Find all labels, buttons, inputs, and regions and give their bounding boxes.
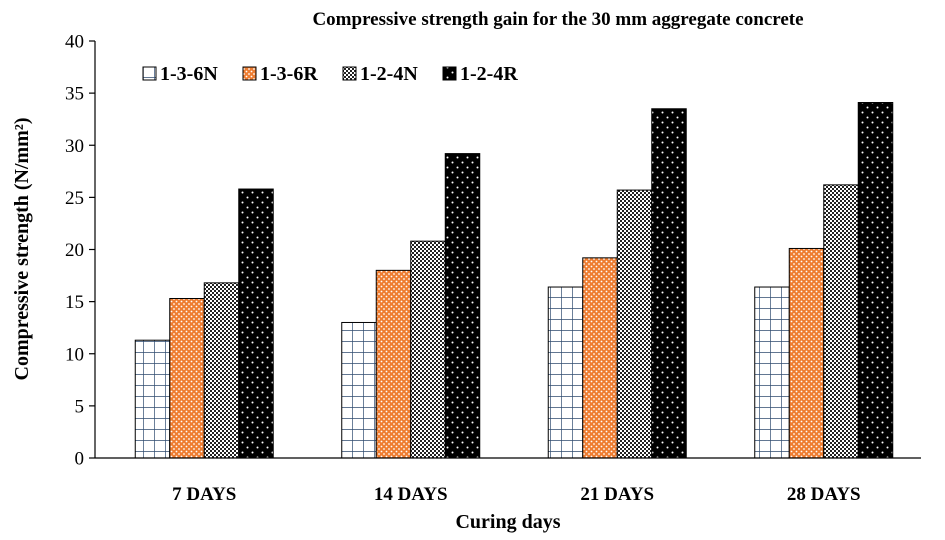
bar-1-2-4R-7-days: [238, 188, 274, 459]
x-category-label: 21 DAYS: [580, 484, 654, 505]
legend-label: 1-3-6R: [260, 63, 318, 85]
legend-swatch: [442, 66, 457, 81]
bar-1-3-6R-21-days: [582, 257, 618, 459]
bar-1-3-6N-21-days: [547, 286, 584, 459]
y-tick-label: 30: [65, 136, 84, 157]
legend-swatch: [242, 66, 257, 81]
bar-1-2-4N-28-days: [823, 184, 859, 459]
legend-swatch: [342, 66, 357, 81]
bar-1-3-6N-14-days: [341, 321, 377, 459]
y-tick-label: 40: [65, 32, 84, 53]
bar-1-2-4R-14-days: [444, 153, 481, 459]
bar-1-3-6N-28-days: [754, 286, 790, 459]
x-category-label: 14 DAYS: [374, 484, 448, 505]
bar-series-group: [134, 102, 894, 459]
chart-title: Compressive strength gain for the 30 mm …: [312, 9, 803, 30]
legend: 1-3-6N 1-3-6R 1-2-4N 1-2-4R: [142, 63, 518, 85]
x-category-label: 28 DAYS: [787, 484, 861, 505]
y-tick-label: 5: [75, 396, 85, 417]
y-tick-label: 25: [65, 188, 84, 209]
y-tick-label: 20: [65, 240, 84, 261]
x-axis-title: Curing days: [455, 511, 560, 533]
legend-label: 1-3-6N: [160, 63, 218, 85]
y-tick-label: 10: [65, 344, 84, 365]
x-axis-categories: 7 DAYS 14 DAYS 21 DAYS 28 DAYS: [172, 484, 861, 505]
legend-label: 1-2-4N: [360, 63, 418, 85]
y-tick-label: 35: [65, 84, 84, 105]
bar-1-2-4N-7-days: [203, 282, 240, 459]
y-axis-title: Compressive strength (N/mm²): [11, 118, 33, 381]
y-tick-label: 0: [75, 449, 85, 470]
bar-1-2-4N-21-days: [616, 189, 653, 459]
y-axis-ticks: 0 5 10 15 20 25 30 35 40: [65, 32, 95, 470]
legend-label: 1-2-4R: [460, 63, 518, 85]
bar-1-3-6R-7-days: [169, 297, 205, 459]
bar-1-3-6N-7-days: [134, 339, 171, 459]
x-category-label: 7 DAYS: [172, 484, 236, 505]
bar-1-2-4R-28-days: [857, 102, 894, 459]
bar-1-3-6R-28-days: [788, 247, 825, 459]
bar-1-2-4N-14-days: [410, 240, 446, 459]
bar-1-3-6R-14-days: [375, 269, 412, 459]
bar-1-2-4R-21-days: [651, 108, 687, 459]
legend-swatch: [142, 66, 157, 81]
y-tick-label: 15: [65, 292, 84, 313]
